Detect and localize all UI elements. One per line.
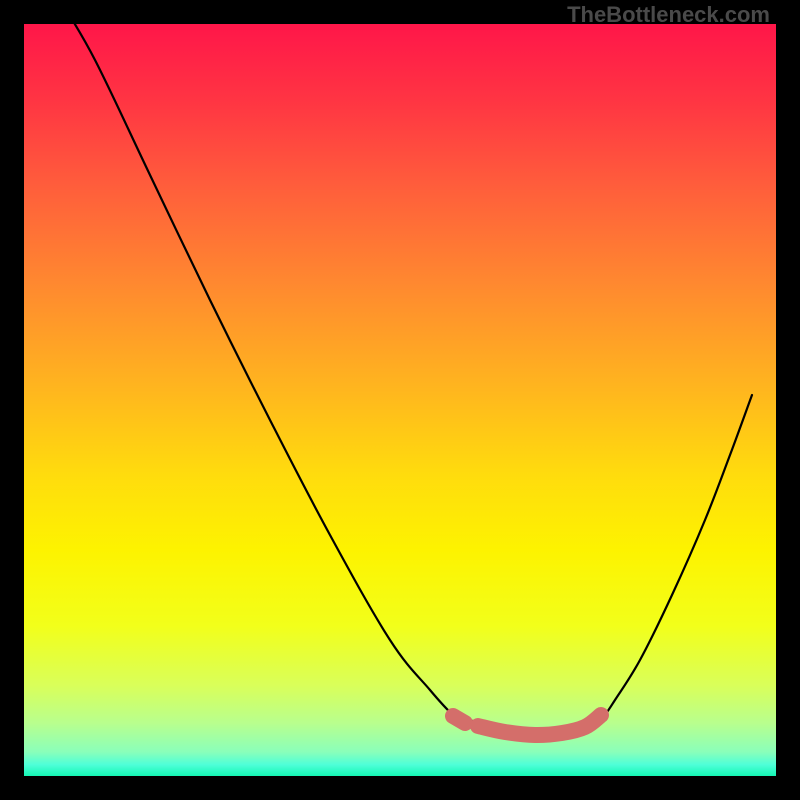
bottleneck-curve [60,24,752,734]
border-bottom [0,776,800,800]
chart-canvas: TheBottleneck.com [0,0,800,800]
border-right [776,0,800,800]
border-left [0,0,24,800]
trough-highlight [478,715,601,735]
curve-layer [24,24,776,776]
watermark-text: TheBottleneck.com [567,2,770,28]
trough-highlight [453,716,465,723]
plot-area [24,24,776,776]
